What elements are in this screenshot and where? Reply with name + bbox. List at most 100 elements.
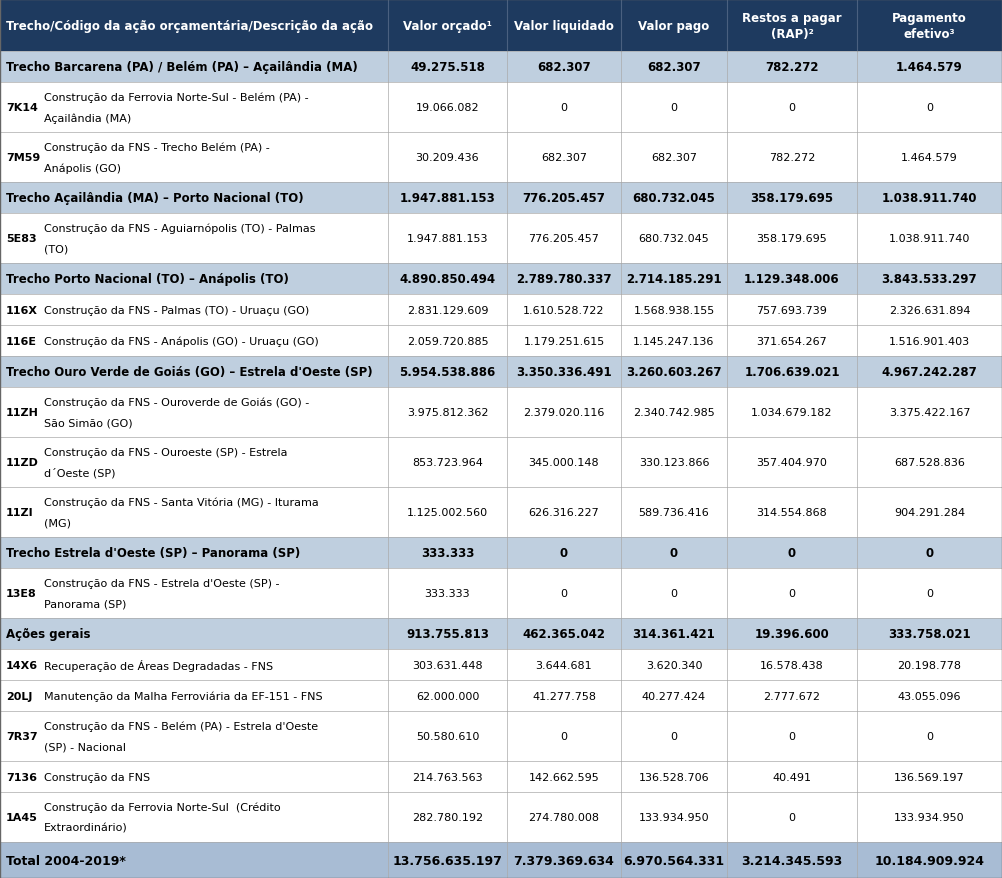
Text: 0: 0: [926, 731, 933, 741]
Text: Construção da FNS - Palmas (TO) - Uruaçu (GO): Construção da FNS - Palmas (TO) - Uruaçu…: [44, 306, 310, 315]
Text: 20.198.778: 20.198.778: [898, 660, 962, 670]
Text: 4.967.242.287: 4.967.242.287: [882, 365, 977, 378]
Text: 1.464.579: 1.464.579: [901, 153, 958, 163]
Text: 1.610.528.722: 1.610.528.722: [523, 306, 605, 315]
Text: 0: 0: [788, 547, 796, 559]
Text: 0: 0: [560, 103, 567, 113]
Text: 3.260.603.267: 3.260.603.267: [626, 365, 721, 378]
Text: 4.890.850.494: 4.890.850.494: [400, 273, 496, 285]
Text: 462.365.042: 462.365.042: [522, 628, 605, 640]
Text: 2.326.631.894: 2.326.631.894: [889, 306, 970, 315]
Text: Construção da FNS - Ouroverde de Goiás (GO) -: Construção da FNS - Ouroverde de Goiás (…: [44, 397, 310, 407]
Text: 1.129.348.006: 1.129.348.006: [744, 273, 840, 285]
Text: Ações gerais: Ações gerais: [6, 628, 90, 640]
Text: 0: 0: [789, 103, 796, 113]
Text: 19.066.082: 19.066.082: [416, 103, 479, 113]
Text: Trecho Ouro Verde de Goiás (GO) – Estrela d'Oeste (SP): Trecho Ouro Verde de Goiás (GO) – Estrel…: [6, 365, 373, 378]
Text: 853.723.964: 853.723.964: [412, 457, 483, 468]
Bar: [0, 0, 1002, 52]
Text: 0: 0: [789, 812, 796, 823]
Text: 40.277.424: 40.277.424: [642, 691, 706, 701]
Text: 682.307: 682.307: [651, 153, 697, 163]
Text: Construção da FNS - Belém (PA) - Estrela d'Oeste: Construção da FNS - Belém (PA) - Estrela…: [44, 721, 318, 731]
Text: Trecho Barcarena (PA) / Belém (PA) – Açailândia (MA): Trecho Barcarena (PA) / Belém (PA) – Aça…: [6, 61, 358, 74]
Text: 682.307: 682.307: [537, 61, 591, 74]
Text: 282.780.192: 282.780.192: [412, 812, 483, 823]
Text: 0: 0: [926, 547, 934, 559]
Text: 303.631.448: 303.631.448: [412, 660, 483, 670]
Bar: [0, 711, 1002, 761]
Text: 40.491: 40.491: [773, 772, 812, 781]
Text: 333.758.021: 333.758.021: [888, 628, 971, 640]
Text: 116E: 116E: [6, 336, 37, 346]
Text: 19.396.600: 19.396.600: [755, 628, 830, 640]
Bar: [0, 650, 1002, 680]
Text: 5.954.538.886: 5.954.538.886: [400, 365, 496, 378]
Bar: [0, 133, 1002, 183]
Text: Construção da FNS - Trecho Belém (PA) -: Construção da FNS - Trecho Belém (PA) -: [44, 142, 270, 153]
Text: 1.125.002.560: 1.125.002.560: [407, 507, 488, 517]
Text: 913.755.813: 913.755.813: [406, 628, 489, 640]
Bar: [0, 83, 1002, 133]
Text: Panorama (SP): Panorama (SP): [44, 599, 126, 609]
Text: Construção da FNS - Anápolis (GO) - Uruaçu (GO): Construção da FNS - Anápolis (GO) - Urua…: [44, 336, 319, 347]
Text: Açailândia (MA): Açailândia (MA): [44, 113, 131, 124]
Text: Pagamento
efetivo³: Pagamento efetivo³: [892, 11, 967, 40]
Text: 49.275.518: 49.275.518: [410, 61, 485, 74]
Text: 0: 0: [560, 731, 567, 741]
Text: 0: 0: [560, 547, 568, 559]
Text: 136.528.706: 136.528.706: [638, 772, 709, 781]
Text: Trecho Estrela d'Oeste (SP) – Panorama (SP): Trecho Estrela d'Oeste (SP) – Panorama (…: [6, 547, 301, 559]
Text: 330.123.866: 330.123.866: [638, 457, 709, 468]
Text: 314.361.421: 314.361.421: [632, 628, 715, 640]
Text: 3.975.812.362: 3.975.812.362: [407, 407, 488, 418]
Text: Trecho Açailândia (MA) – Porto Nacional (TO): Trecho Açailândia (MA) – Porto Nacional …: [6, 192, 304, 205]
Text: São Simão (GO): São Simão (GO): [44, 418, 132, 428]
Text: Anápolis (GO): Anápolis (GO): [44, 163, 121, 174]
Bar: [0, 680, 1002, 711]
Bar: [0, 214, 1002, 263]
Text: 0: 0: [670, 547, 678, 559]
Text: 3.350.336.491: 3.350.336.491: [516, 365, 612, 378]
Text: 16.578.438: 16.578.438: [761, 660, 824, 670]
Text: 2.789.780.337: 2.789.780.337: [516, 273, 612, 285]
Text: 0: 0: [789, 731, 796, 741]
Text: 7.379.369.634: 7.379.369.634: [514, 853, 614, 867]
Text: 1.947.881.153: 1.947.881.153: [407, 234, 488, 244]
Text: 2.714.185.291: 2.714.185.291: [626, 273, 721, 285]
Text: Valor pago: Valor pago: [638, 19, 709, 32]
Text: 358.179.695: 358.179.695: [757, 234, 828, 244]
Text: 7136: 7136: [6, 772, 37, 781]
Text: 11ZD: 11ZD: [6, 457, 39, 468]
Text: 1.947.881.153: 1.947.881.153: [400, 192, 495, 205]
Bar: [0, 183, 1002, 214]
Text: 7R37: 7R37: [6, 731, 38, 741]
Text: 333.333: 333.333: [425, 588, 470, 599]
Text: d´Oeste (SP): d´Oeste (SP): [44, 468, 115, 479]
Text: 1.568.938.155: 1.568.938.155: [633, 306, 714, 315]
Text: Extraordinário): Extraordinário): [44, 823, 127, 833]
Text: 11ZI: 11ZI: [6, 507, 34, 517]
Text: 682.307: 682.307: [647, 61, 700, 74]
Text: 3.214.345.593: 3.214.345.593: [741, 853, 843, 867]
Text: 1A45: 1A45: [6, 812, 38, 823]
Text: Manutenção da Malha Ferroviária da EF-151 - FNS: Manutenção da Malha Ferroviária da EF-15…: [44, 691, 323, 702]
Text: 782.272: 782.272: [766, 61, 819, 74]
Text: 371.654.267: 371.654.267: [757, 336, 828, 346]
Bar: [0, 263, 1002, 295]
Text: 1.038.911.740: 1.038.911.740: [882, 192, 977, 205]
Text: (SP) - Nacional: (SP) - Nacional: [44, 742, 126, 752]
Text: 1.706.639.021: 1.706.639.021: [744, 365, 840, 378]
Text: 41.277.758: 41.277.758: [532, 691, 596, 701]
Text: 0: 0: [560, 588, 567, 599]
Text: 6.970.564.331: 6.970.564.331: [623, 853, 724, 867]
Text: 10.184.909.924: 10.184.909.924: [875, 853, 985, 867]
Text: 2.059.720.885: 2.059.720.885: [407, 336, 488, 346]
Text: 314.554.868: 314.554.868: [757, 507, 828, 517]
Text: 214.763.563: 214.763.563: [412, 772, 483, 781]
Text: Construção da FNS: Construção da FNS: [44, 772, 150, 781]
Bar: [0, 487, 1002, 537]
Text: 776.205.457: 776.205.457: [523, 192, 605, 205]
Text: 50.580.610: 50.580.610: [416, 731, 479, 741]
Text: 14X6: 14X6: [6, 660, 38, 670]
